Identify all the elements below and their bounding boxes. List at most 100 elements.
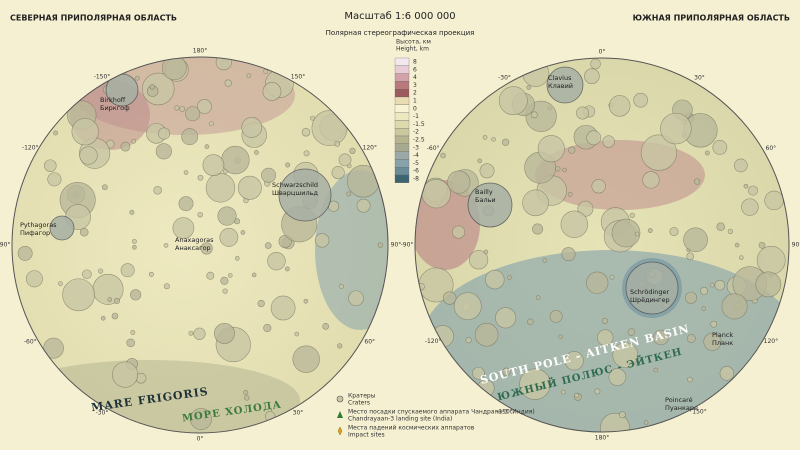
crater	[196, 99, 212, 114]
crater	[597, 329, 614, 346]
longitude-label: -90°	[401, 242, 414, 249]
crater	[542, 258, 548, 263]
crater	[241, 117, 263, 138]
crater-label: Бальи	[475, 196, 496, 204]
crater	[262, 82, 282, 101]
longitude-label: 30°	[694, 74, 705, 81]
crater	[537, 135, 565, 163]
crater	[132, 244, 137, 250]
crater	[611, 218, 641, 248]
crater	[502, 367, 511, 376]
crater	[17, 245, 33, 261]
crater	[590, 58, 601, 70]
crater	[348, 290, 364, 307]
crater	[208, 121, 214, 127]
crater	[452, 225, 466, 239]
legend-swatch	[394, 159, 410, 168]
crater	[224, 79, 232, 87]
crater	[190, 408, 212, 431]
crater	[222, 288, 228, 294]
crater	[440, 152, 446, 159]
crater	[71, 118, 99, 146]
large-crater	[49, 215, 75, 241]
crater	[532, 223, 544, 235]
legend-label-en: Craters	[348, 400, 370, 407]
crater	[322, 323, 330, 330]
longitude-label: 120°	[363, 145, 377, 152]
crater	[331, 166, 345, 180]
crater	[709, 282, 715, 288]
crater	[220, 276, 229, 285]
crater	[44, 159, 57, 172]
crater	[178, 196, 194, 212]
crater	[643, 420, 649, 425]
crater	[53, 130, 58, 136]
legend-swatch	[394, 120, 410, 129]
crater-label: Pythagoras	[20, 221, 57, 229]
legend-label: Кратеры	[348, 393, 376, 400]
crater-label: Clavius	[548, 74, 572, 82]
crater	[237, 175, 262, 200]
crater	[148, 271, 154, 277]
crater	[337, 343, 343, 349]
crater-label: Пуанкаре	[665, 404, 698, 412]
crater	[338, 153, 352, 167]
north-map	[12, 57, 388, 433]
longitude-label: -90°	[0, 242, 10, 249]
legend-value: -6	[413, 168, 419, 175]
crater	[555, 166, 561, 172]
longitude-label: 150°	[291, 73, 305, 80]
longitude-label: -60°	[427, 145, 440, 152]
crater	[483, 249, 489, 255]
crater	[264, 242, 272, 249]
projection: Полярная стереографическая проекция	[326, 29, 475, 37]
crater	[686, 252, 695, 261]
crater	[107, 297, 113, 302]
crater-label: Пифагор	[20, 229, 50, 237]
crater	[263, 323, 272, 333]
crater	[310, 115, 315, 121]
crater	[202, 154, 225, 177]
crater	[495, 307, 517, 329]
crater	[267, 251, 286, 271]
crater	[130, 330, 136, 335]
crater	[453, 292, 482, 321]
crater	[734, 242, 740, 248]
scale: Масштаб 1:6 000 000	[344, 11, 455, 22]
longitude-label: 60°	[364, 339, 375, 346]
crater	[703, 332, 722, 351]
crater	[254, 150, 259, 155]
north-title: СЕВЕРНАЯ ПРИПОЛЯРНАЯ ОБЛАСТЬ	[10, 14, 177, 23]
large-crater	[546, 66, 584, 104]
crater	[660, 112, 692, 145]
crater	[47, 172, 62, 187]
crater	[634, 231, 640, 237]
crater	[758, 241, 766, 249]
crater	[349, 147, 356, 155]
legend-swatch	[394, 73, 410, 82]
crater	[113, 297, 121, 305]
crater	[193, 327, 206, 340]
crater	[197, 211, 203, 218]
crater	[303, 150, 310, 157]
crater	[301, 127, 311, 137]
south-outline	[414, 57, 790, 433]
crater	[535, 295, 541, 300]
crater	[200, 242, 213, 255]
crater	[79, 146, 98, 165]
longitude-label: 180°	[595, 435, 609, 442]
crater	[227, 273, 233, 278]
legend-value: -3	[413, 144, 419, 151]
large-crater	[625, 261, 679, 315]
crater	[741, 198, 759, 216]
crater	[120, 263, 135, 278]
crater	[294, 331, 300, 337]
crater	[204, 144, 210, 149]
crater	[263, 69, 269, 74]
crater	[739, 255, 744, 261]
longitude-label: -120°	[425, 338, 442, 345]
crater	[153, 186, 162, 195]
crater	[558, 334, 563, 340]
crater	[447, 170, 471, 194]
crater	[710, 320, 718, 328]
